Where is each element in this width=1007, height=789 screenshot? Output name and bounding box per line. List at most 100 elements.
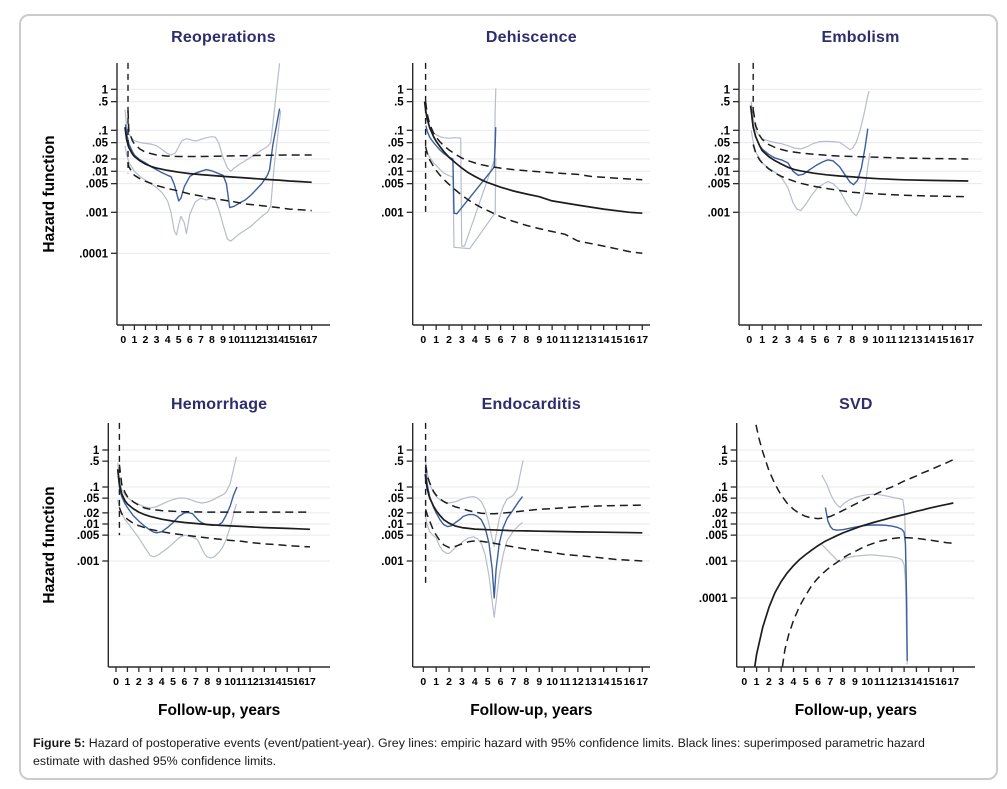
empiric-hazard (751, 117, 869, 186)
panel-title: Dehiscence (485, 29, 577, 46)
x-tick-label: 1 (433, 676, 439, 688)
x-tick-label: 15 (611, 676, 623, 688)
x-tick-label: 5 (485, 676, 491, 688)
panel-hemorrhage: Hemorrhage 1.5.1.05.02.01.005.001 0 1 2 3 4 5 6 7… (20, 383, 342, 735)
figure-caption-label: Figure 5: (33, 736, 86, 750)
y-tick-label: 1 (397, 445, 404, 457)
x-tick-label: 16 (295, 334, 307, 346)
y-tick-label: .05 (92, 138, 109, 150)
x-axis-label: Follow-up, years (795, 702, 917, 719)
y-tick-label: .1 (394, 125, 404, 137)
x-tick-label: 12 (898, 334, 910, 346)
panel-reoperations: Reoperations 1.5.1.05.02.01.005.001.0001 0… (20, 16, 342, 368)
y-tick-label: .5 (720, 97, 730, 109)
x-tick-label: 15 (923, 676, 935, 688)
y-tick-label: .001 (77, 556, 100, 568)
panel-endocarditis: Endocarditis 1.5.1.05.02.01.005.001 0 1 2 3 4 5… (345, 383, 662, 735)
y-tick-label: .001 (381, 556, 404, 568)
y-tick-label: .1 (720, 125, 730, 137)
x-tick-label: 11 (559, 676, 570, 688)
x-tick-label: 14 (273, 334, 285, 346)
empiric-hazard (425, 472, 524, 599)
y-tick-label: .05 (712, 493, 729, 505)
parametric-hazard (423, 101, 643, 215)
empiric-ci-lower (821, 544, 908, 665)
parametric-ci-lower (118, 507, 311, 548)
y-tick-label: .005 (381, 530, 404, 542)
x-tick-label: 1 (433, 334, 439, 346)
parametric-hazard (116, 469, 311, 531)
y-tick-label: .005 (705, 530, 728, 542)
x-tick-label: 11 (559, 334, 570, 346)
empiric-ci-upper (424, 458, 524, 547)
x-tick-label: 2 (143, 334, 149, 346)
empiric-ci-lower (424, 514, 523, 618)
x-tick-label: 3 (785, 334, 791, 346)
x-tick-label: 12 (250, 334, 262, 346)
empiric-hazard (124, 108, 281, 209)
y-tick-label: .02 (92, 154, 108, 166)
x-tick-label: 7 (511, 676, 517, 688)
y-tick-label: .5 (90, 456, 100, 468)
x-tick-label: 14 (911, 676, 923, 688)
x-tick-label: 3 (778, 676, 784, 688)
x-tick-label: 9 (536, 334, 542, 346)
x-tick-label: 16 (950, 334, 962, 346)
parametric-hazard (749, 105, 969, 182)
x-tick-label: 8 (523, 334, 529, 346)
x-tick-label: 4 (472, 334, 478, 346)
parametric-ci-lower (424, 509, 643, 562)
x-tick-label: 7 (193, 676, 199, 688)
x-tick-label: 11 (240, 334, 251, 346)
x-tick-label: 15 (611, 334, 623, 346)
x-tick-label: 17 (306, 334, 318, 346)
x-tick-label: 11 (874, 676, 885, 688)
x-tick-label: 8 (523, 676, 529, 688)
parametric-ci-upper (424, 464, 643, 515)
x-tick-label: 2 (446, 676, 452, 688)
x-tick-label: 4 (472, 676, 478, 688)
x-tick-label: 10 (861, 676, 873, 688)
parametric-ci-upper (424, 101, 643, 181)
x-tick-label: 3 (147, 676, 153, 688)
x-tick-label: 9 (852, 676, 858, 688)
y-tick-label: .05 (714, 138, 731, 150)
x-tick-label: 4 (798, 334, 804, 346)
x-tick-label: 2 (136, 676, 142, 688)
y-tick-label: .001 (86, 207, 109, 219)
x-axis-label: Follow-up, years (470, 702, 592, 719)
x-tick-label: 6 (182, 676, 188, 688)
y-tick-label: .02 (83, 508, 99, 520)
empiric-hazard (824, 507, 908, 661)
y-tick-label: .05 (388, 493, 405, 505)
x-tick-label: 17 (636, 676, 648, 688)
parametric-ci-upper (755, 424, 954, 520)
x-tick-label: 14 (598, 334, 610, 346)
x-tick-label: 7 (827, 676, 833, 688)
y-tick-label: .01 (83, 519, 100, 531)
x-tick-label: 6 (187, 334, 193, 346)
y-tick-label: .1 (90, 482, 100, 494)
x-tick-label: 13 (898, 676, 910, 688)
y-tick-label: 1 (102, 84, 109, 96)
x-tick-label: 7 (198, 334, 204, 346)
x-tick-label: 3 (459, 676, 465, 688)
x-tick-label: 5 (170, 676, 176, 688)
x-tick-label: 10 (872, 334, 884, 346)
parametric-ci-lower (781, 536, 954, 667)
x-tick-label: 9 (536, 676, 542, 688)
x-tick-label: 6 (498, 334, 504, 346)
y-tick-label: .005 (86, 179, 109, 191)
x-tick-label: 6 (824, 334, 830, 346)
parametric-ci-upper (118, 464, 310, 513)
y-tick-label: .1 (718, 482, 728, 494)
y-tick-label: .01 (92, 166, 109, 178)
x-tick-label: 0 (741, 676, 747, 688)
y-tick-label: .005 (381, 179, 404, 191)
x-tick-label: 12 (247, 676, 259, 688)
x-tick-label: 14 (924, 334, 936, 346)
x-tick-label: 13 (259, 676, 271, 688)
panel-svd: SVD 1.5.1.05.02.01.005.001.0001 0 1 2 3 4 5 6 7 8 9… (665, 383, 995, 735)
